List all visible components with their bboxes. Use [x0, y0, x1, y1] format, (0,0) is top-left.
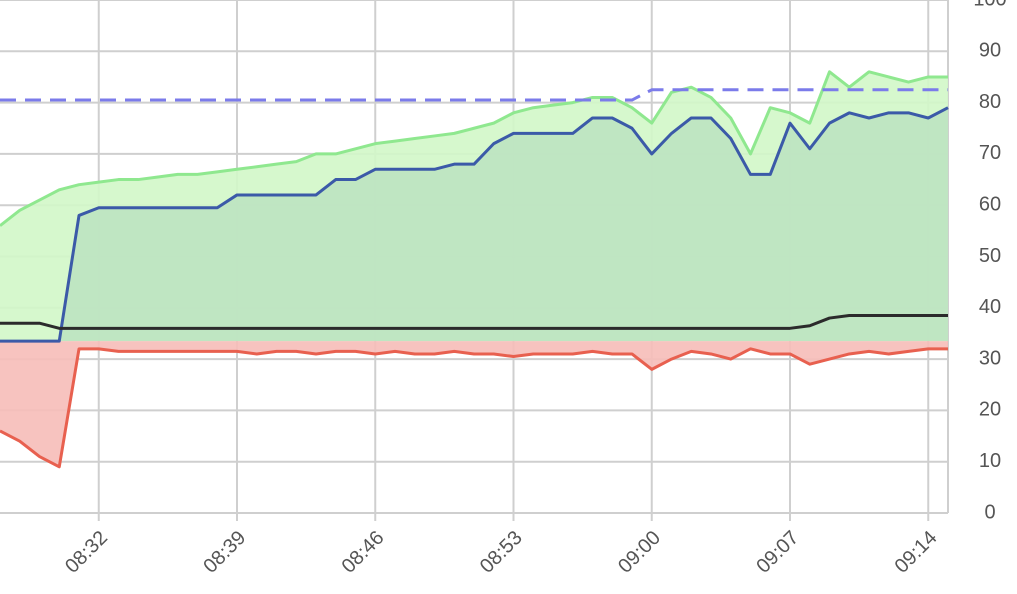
series-line	[0, 70, 948, 227]
y-tick-label: 20	[979, 399, 1001, 421]
x-tick-label: 09:00	[614, 527, 665, 578]
x-tick-label: 08:39	[199, 527, 250, 578]
series-line	[0, 313, 948, 330]
x-tick-label: 08:32	[61, 527, 112, 578]
x-tick-label: 09:07	[752, 527, 803, 578]
y-tick-label: 80	[979, 91, 1001, 113]
x-tick-label: 08:46	[338, 527, 389, 578]
series-line	[0, 347, 948, 469]
y-tick-label: 10	[979, 450, 1001, 472]
x-tick-label: 08:53	[476, 527, 527, 578]
area-fill	[0, 107, 948, 342]
y-tick-label: 40	[979, 296, 1001, 318]
y-tick-label: 70	[979, 142, 1001, 164]
y-tick-label: 0	[984, 501, 995, 523]
y-tick-label: 90	[979, 40, 1001, 62]
y-tick-label: 60	[979, 193, 1001, 215]
y-tick-label: 30	[979, 347, 1001, 369]
series-line	[0, 106, 949, 343]
y-tick-label: 100	[973, 0, 1006, 10]
y-tick-label: 50	[979, 245, 1001, 267]
series-line	[0, 88, 948, 102]
x-tick-label: 09:14	[891, 527, 942, 578]
